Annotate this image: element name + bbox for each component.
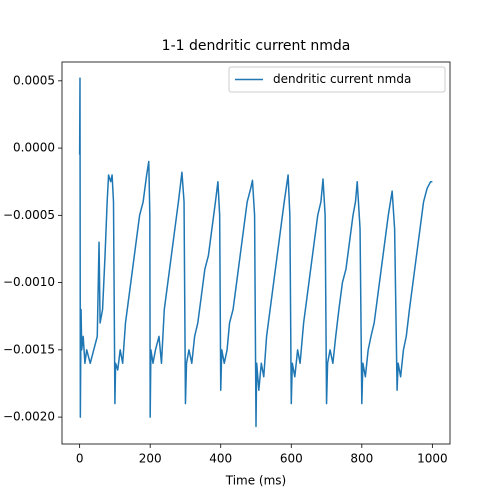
chart-title: 1-1 dendritic current nmda: [162, 38, 351, 54]
x-tick-label: 0: [76, 452, 84, 466]
y-tick-label: −0.0015: [3, 342, 55, 356]
y-tick-label: −0.0020: [3, 410, 55, 424]
y-tick-label: −0.0005: [3, 208, 55, 222]
x-tick-label: 400: [209, 452, 232, 466]
x-tick-label: 600: [280, 452, 303, 466]
legend-box: [228, 66, 446, 93]
legend-label: dendritic current nmda: [273, 72, 411, 86]
x-axis-label: Time (ms): [225, 474, 287, 488]
data-line: [78, 77, 433, 428]
x-tick-label: 1000: [417, 452, 448, 466]
y-tick-label: 0.0005: [13, 73, 55, 87]
y-tick-label: 0.0000: [13, 141, 55, 155]
y-tick-label: −0.0010: [3, 275, 55, 289]
x-tick-label: 200: [139, 452, 162, 466]
plot-frame: [61, 61, 451, 445]
x-tick-label: 800: [350, 452, 373, 466]
